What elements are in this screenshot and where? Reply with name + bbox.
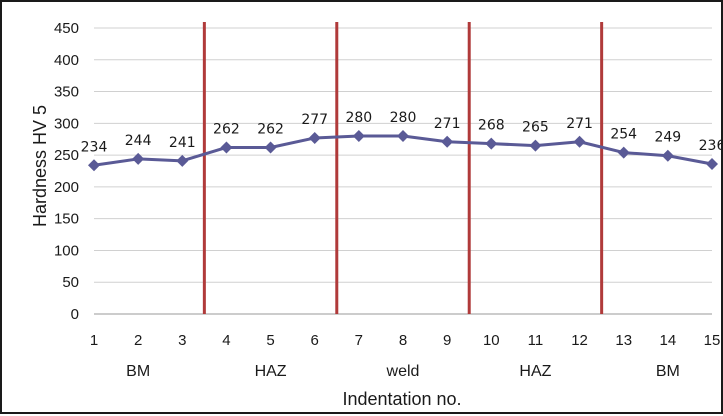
data-point-marker <box>220 141 233 154</box>
x-tick-label: 13 <box>615 332 632 349</box>
y-tick-label: 150 <box>54 211 79 228</box>
data-label: 244 <box>125 133 152 149</box>
data-point-marker <box>706 158 718 171</box>
data-point-marker <box>485 137 498 150</box>
data-point-marker <box>617 146 630 159</box>
data-point-marker <box>88 159 100 172</box>
x-tick-label: 11 <box>528 332 544 349</box>
data-label: 249 <box>654 130 681 146</box>
y-tick-label: 450 <box>54 20 79 37</box>
x-tick-labels: 1 2 3 4 5 6 7 8 9 10 11 12 13 14 15 <box>90 332 721 349</box>
x-tick-label: 10 <box>483 332 500 349</box>
data-point-marker <box>661 149 674 162</box>
data-label: 236 <box>699 138 723 154</box>
gridlines <box>94 27 712 315</box>
y-tick-label: 350 <box>54 84 79 101</box>
data-label: 280 <box>390 110 417 126</box>
data-labels: 234 244 241 262 262 277 280 280 271 268 265 271 254 2… <box>81 110 723 155</box>
x-tick-label: 1 <box>90 332 98 349</box>
y-tick-label: 250 <box>54 147 79 164</box>
data-label: 280 <box>345 110 372 126</box>
zone-label: HAZ <box>255 363 287 380</box>
series-group <box>88 130 718 172</box>
y-axis-title: Hardness HV 5 <box>30 105 50 227</box>
y-tick-label: 400 <box>54 52 79 69</box>
y-tick-label: 50 <box>62 274 79 291</box>
x-tick-label: 9 <box>443 332 451 349</box>
zone-boundaries <box>202 22 604 314</box>
data-point-marker <box>176 154 189 167</box>
x-tick-label: 15 <box>704 332 721 349</box>
y-tick-label: 200 <box>54 179 79 196</box>
data-label: 268 <box>478 118 505 134</box>
x-tick-label: 6 <box>311 332 319 349</box>
x-tick-label: 4 <box>222 332 230 349</box>
x-tick-label: 12 <box>571 332 588 349</box>
data-point-marker <box>264 141 277 154</box>
data-point-marker <box>308 131 321 144</box>
zone-label: BM <box>126 363 150 380</box>
y-tick-labels: 0 50 100 150 200 250 300 350 400 450 <box>54 20 79 323</box>
x-axis-title: Indentation no. <box>342 389 461 409</box>
data-label: 262 <box>257 121 284 137</box>
x-tick-label: 3 <box>178 332 186 349</box>
y-tick-label: 100 <box>54 242 79 259</box>
zone-labels: BM HAZ weld HAZ BM <box>126 363 680 380</box>
data-point-marker <box>132 152 145 165</box>
data-label: 262 <box>213 121 240 137</box>
data-point-marker <box>573 135 586 148</box>
x-tick-label: 7 <box>355 332 363 349</box>
x-tick-label: 5 <box>266 332 274 349</box>
x-tick-label: 8 <box>399 332 407 349</box>
zone-label: HAZ <box>519 363 551 380</box>
data-label: 271 <box>566 116 593 132</box>
x-tick-label: 2 <box>134 332 142 349</box>
data-point-marker <box>441 135 454 148</box>
y-tick-label: 0 <box>71 306 79 323</box>
data-label: 277 <box>301 112 328 128</box>
data-point-marker <box>352 130 365 143</box>
data-label: 265 <box>522 120 549 136</box>
x-tick-label: 14 <box>660 332 677 349</box>
data-point-marker <box>397 130 409 143</box>
data-label: 254 <box>610 127 637 143</box>
y-tick-label: 300 <box>54 115 79 132</box>
zone-label: weld <box>386 363 420 380</box>
data-label: 234 <box>81 139 108 155</box>
data-point-marker <box>529 139 542 152</box>
data-label: 241 <box>169 135 196 151</box>
zone-label: BM <box>656 363 680 380</box>
data-label: 271 <box>434 116 461 132</box>
